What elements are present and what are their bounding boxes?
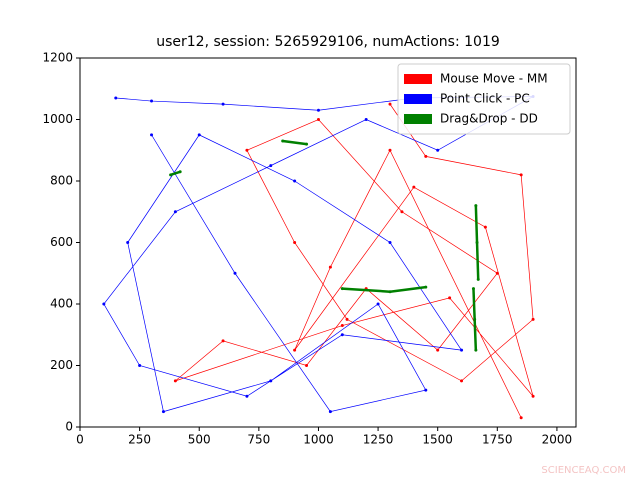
point	[293, 241, 297, 244]
chart-title: user12, session: 5265929106, numActions:…	[156, 34, 500, 50]
point	[474, 348, 478, 352]
point	[424, 285, 428, 289]
x-tick-label: 2000	[542, 433, 573, 447]
point	[473, 317, 477, 321]
x-tick-label: 1250	[363, 433, 394, 447]
legend-swatch	[404, 74, 432, 84]
point	[460, 379, 464, 383]
y-tick-label: 0	[65, 420, 73, 434]
point	[126, 241, 130, 244]
point	[305, 364, 309, 367]
point	[412, 185, 416, 189]
point	[388, 290, 392, 294]
point	[388, 241, 392, 244]
point	[316, 108, 320, 112]
point	[233, 271, 237, 275]
point	[328, 265, 332, 269]
point	[281, 139, 285, 143]
point	[424, 388, 428, 392]
y-tick-label: 400	[50, 297, 73, 311]
point	[221, 102, 225, 106]
point	[483, 225, 487, 229]
point	[328, 410, 332, 414]
point	[173, 379, 177, 383]
y-tick-label: 600	[50, 235, 73, 249]
point	[178, 170, 182, 174]
legend-label: Mouse Move - MM	[440, 72, 548, 86]
y-tick-label: 200	[50, 358, 73, 372]
point	[376, 302, 380, 306]
point	[293, 348, 297, 352]
x-tick-label: 1750	[482, 433, 513, 447]
point	[161, 410, 165, 414]
watermark: SCIENCEAQ.COM	[541, 465, 626, 476]
x-tick-label: 1000	[303, 433, 334, 447]
point	[400, 210, 404, 214]
point	[197, 133, 201, 137]
point	[293, 179, 297, 183]
y-tick-label: 1200	[42, 51, 73, 65]
point	[424, 154, 428, 158]
point	[114, 96, 118, 100]
point	[269, 164, 273, 168]
point	[102, 302, 106, 306]
legend-swatch	[404, 114, 432, 124]
point	[150, 133, 154, 137]
x-tick-label: 0	[76, 433, 84, 447]
point	[245, 394, 249, 398]
x-tick-label: 250	[128, 433, 151, 447]
point	[316, 118, 320, 121]
y-tick-label: 800	[50, 174, 73, 188]
point	[436, 148, 440, 152]
point	[138, 364, 142, 367]
point	[305, 142, 309, 146]
point	[471, 287, 475, 291]
point	[495, 271, 499, 275]
point	[436, 348, 440, 352]
point	[345, 317, 349, 321]
point	[340, 324, 344, 328]
point	[448, 296, 452, 300]
legend-swatch	[404, 94, 432, 104]
point	[460, 348, 464, 352]
point	[340, 287, 344, 291]
point	[476, 277, 480, 281]
point	[245, 148, 249, 152]
legend-label: Point Click - PC	[440, 92, 530, 106]
legend-label: Drag&Drop - DD	[440, 112, 538, 126]
point	[169, 173, 173, 177]
point	[388, 102, 392, 106]
point	[150, 99, 154, 103]
point	[531, 317, 535, 321]
point	[221, 339, 225, 343]
point	[364, 118, 368, 121]
point	[474, 204, 478, 208]
point	[269, 379, 273, 383]
series-line	[103, 96, 534, 413]
point	[340, 333, 344, 337]
point	[531, 394, 535, 398]
legend-box	[397, 63, 571, 135]
plot-frame	[79, 57, 577, 428]
x-tick-label: 1500	[422, 433, 453, 447]
x-tick-label: 500	[188, 433, 211, 447]
point	[173, 210, 177, 214]
point	[388, 148, 392, 152]
point	[475, 241, 479, 244]
y-tick-label: 1000	[42, 112, 73, 126]
point	[519, 416, 523, 420]
series-line	[175, 103, 534, 418]
series-line	[170, 139, 480, 351]
point	[519, 173, 523, 177]
x-tick-label: 750	[247, 433, 270, 447]
